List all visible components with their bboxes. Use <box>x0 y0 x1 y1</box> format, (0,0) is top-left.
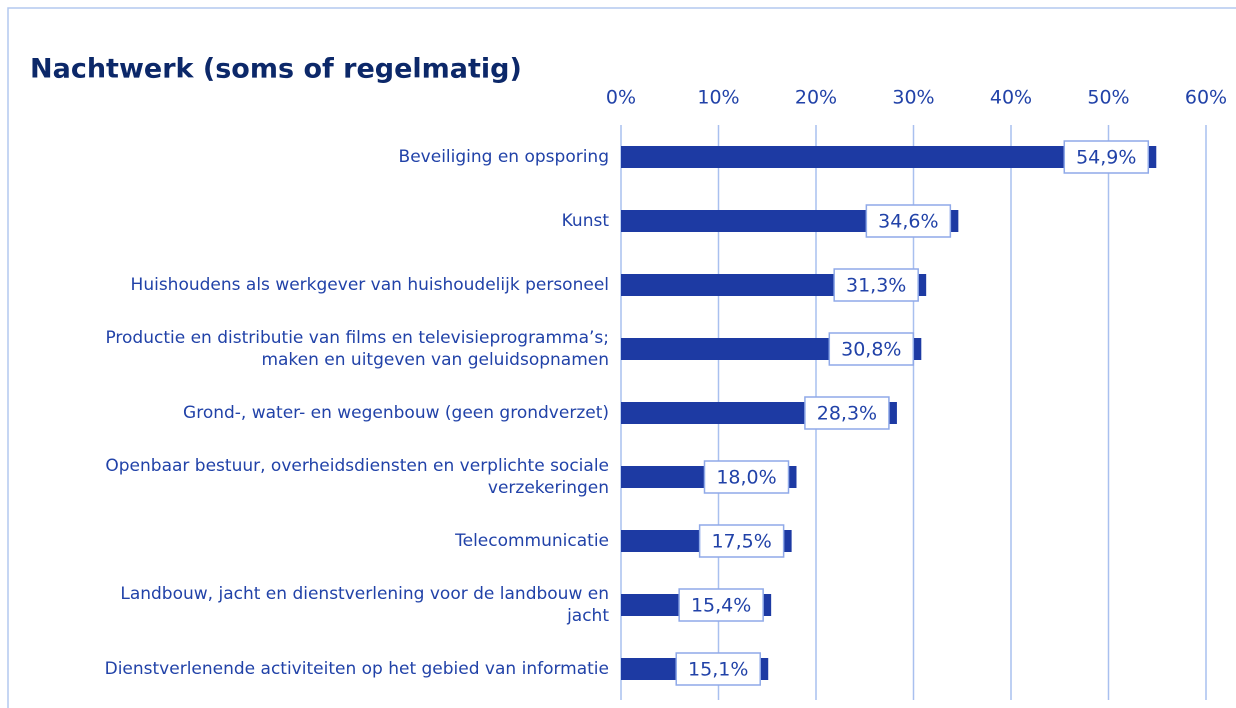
value-label: 18,0% <box>716 467 776 489</box>
bar <box>621 146 1157 168</box>
y-tick-label: Landbouw, jacht en dienstverlening voor … <box>120 584 609 626</box>
y-tick-label: Telecommunicatie <box>454 531 609 551</box>
value-label: 17,5% <box>711 531 771 553</box>
x-tick-label: 0% <box>606 87 636 109</box>
frame <box>7 7 1236 708</box>
value-label: 15,4% <box>691 595 751 617</box>
x-tick-label: 50% <box>1087 87 1129 109</box>
x-tick-label: 30% <box>892 87 934 109</box>
value-label: 54,9% <box>1076 147 1136 169</box>
y-tick-label: Dienstverlenende activiteiten op het geb… <box>105 659 609 679</box>
chart-title: Nachtwerk (soms of regelmatig) <box>30 54 522 85</box>
y-tick-label: Kunst <box>562 211 610 231</box>
value-label-box <box>678 588 764 622</box>
y-tick-label: Beveiliging en opsporing <box>399 147 609 167</box>
y-tick-label: Openbaar bestuur, overheidsdiensten en v… <box>105 456 609 498</box>
value-label-box <box>833 268 919 302</box>
x-tick-label: 60% <box>1185 87 1227 109</box>
value-label-box <box>865 204 952 238</box>
x-tick-label: 20% <box>795 87 837 109</box>
value-label: 28,3% <box>817 403 877 425</box>
value-label-box <box>703 460 790 494</box>
value-label: 30,8% <box>841 339 901 361</box>
x-tick-label: 40% <box>990 87 1032 109</box>
value-label: 34,6% <box>878 211 938 233</box>
x-tick-label: 10% <box>697 87 739 109</box>
y-tick-label: Productie en distributie van films en te… <box>105 328 609 370</box>
y-tick-label: Grond-, water- en wegenbouw (geen grondv… <box>183 403 609 423</box>
value-label: 15,1% <box>688 659 748 681</box>
value-label-box <box>828 332 915 366</box>
value-label-box <box>675 652 761 686</box>
value-label-box <box>1063 140 1150 174</box>
value-label-box <box>804 396 890 430</box>
value-label-box <box>698 524 785 558</box>
y-tick-label: Huishoudens als werkgever van huishoudel… <box>131 275 609 295</box>
value-label: 31,3% <box>846 275 906 297</box>
